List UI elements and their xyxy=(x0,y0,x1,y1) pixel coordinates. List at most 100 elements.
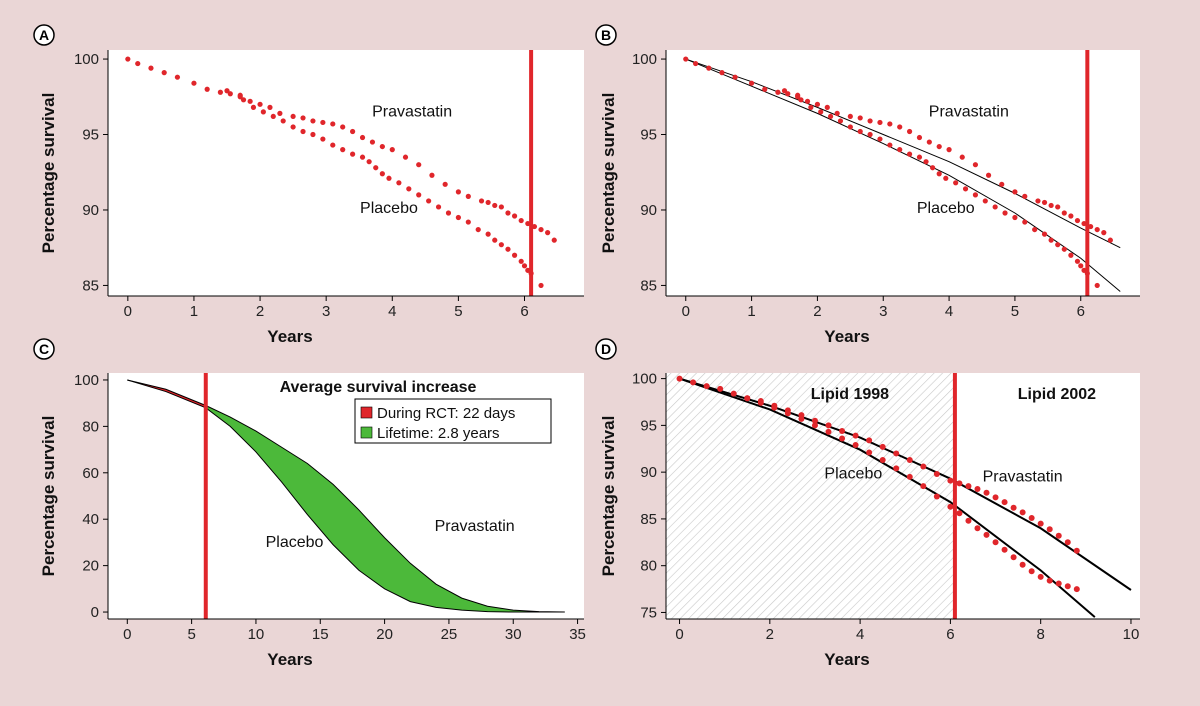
panel-b: 0 1 2 3 4 5 6 85 90 95 100 Years Percentage survival… xyxy=(595,24,1140,346)
data-point-placebo xyxy=(1074,258,1081,264)
data-point-placebo xyxy=(974,525,981,532)
data-point-pravastatin xyxy=(690,379,697,386)
data-point-pravastatin xyxy=(379,143,385,150)
data-point-pravastatin xyxy=(852,432,859,439)
x-tick-label: 0 xyxy=(682,303,690,320)
panel-badge-label: C xyxy=(39,341,49,357)
data-point-pravastatin xyxy=(350,128,356,135)
data-point-pravastatin xyxy=(1094,226,1100,233)
data-point-placebo xyxy=(906,151,913,157)
y-axis-label: Percentage survival xyxy=(39,93,58,254)
fit-line-pravastatin xyxy=(685,58,1121,249)
data-point-placebo xyxy=(538,282,544,289)
x-tick-label: 6 xyxy=(520,303,528,320)
data-point-pravastatin xyxy=(857,115,863,121)
series-annotation-placebo: Placebo xyxy=(266,534,324,551)
data-point-pravastatin xyxy=(1028,514,1035,521)
data-point-placebo xyxy=(1028,568,1035,575)
x-tick-label: 0 xyxy=(675,626,683,643)
data-point-pravastatin xyxy=(906,128,913,135)
data-point-pravastatin xyxy=(1107,237,1113,243)
data-point-pravastatin xyxy=(148,65,154,71)
data-point-placebo xyxy=(936,171,942,177)
data-point-pravastatin xyxy=(1055,204,1061,210)
data-point-pravastatin xyxy=(442,181,448,187)
data-point-pravastatin xyxy=(290,113,296,120)
data-point-placebo xyxy=(280,118,286,124)
data-point-pravastatin xyxy=(1073,547,1080,554)
data-point-placebo xyxy=(953,180,959,186)
data-point-placebo xyxy=(330,142,336,148)
x-axis-label: Years xyxy=(824,327,869,346)
data-point-placebo xyxy=(237,92,243,98)
data-point-pravastatin xyxy=(492,202,498,209)
data-point-placebo xyxy=(290,124,296,130)
data-point-placebo xyxy=(1037,573,1044,580)
x-tick-label: 4 xyxy=(945,303,953,320)
y-tick-label: 60 xyxy=(82,465,99,482)
data-point-pravastatin xyxy=(531,223,538,230)
legend-item-label: Lifetime: 2.8 years xyxy=(377,425,500,442)
data-point-placebo xyxy=(1012,214,1018,221)
data-point-pravastatin xyxy=(1019,509,1026,516)
x-tick-label: 2 xyxy=(813,303,821,320)
panel-badge-label: B xyxy=(601,27,611,43)
data-point-pravastatin xyxy=(511,213,518,219)
legend-swatch xyxy=(360,426,373,439)
series-annotation-pravastatin: Pravastatin xyxy=(435,518,515,535)
y-tick-label: 85 xyxy=(82,277,99,294)
data-point-placebo xyxy=(808,104,814,110)
data-point-pravastatin xyxy=(897,124,903,130)
data-point-pravastatin xyxy=(748,80,755,86)
data-point-pravastatin xyxy=(1001,499,1008,506)
x-tick-label: 5 xyxy=(1011,303,1019,320)
y-tick-label: 100 xyxy=(74,51,99,68)
data-point-placebo xyxy=(379,171,385,177)
data-point-pravastatin xyxy=(762,86,768,92)
series-annotation-placebo: Placebo xyxy=(360,200,418,217)
y-tick-label: 85 xyxy=(640,511,657,528)
data-point-placebo xyxy=(916,154,923,160)
data-point-placebo xyxy=(962,186,969,192)
data-point-placebo xyxy=(1041,231,1048,237)
panel-c: 0 5 10 15 20 25 30 35 0 20 40 60 80 100 Years Percentag… xyxy=(33,338,586,669)
data-point-pravastatin xyxy=(814,101,821,107)
panel-badge xyxy=(595,24,617,46)
data-point-pravastatin xyxy=(834,110,840,116)
panel-badge xyxy=(33,338,55,360)
data-point-pravastatin xyxy=(525,220,531,227)
panel-badge xyxy=(33,24,55,46)
data-point-pravastatin xyxy=(340,124,346,130)
data-point-pravastatin xyxy=(1010,504,1017,511)
data-point-pravastatin xyxy=(455,189,461,195)
data-point-pravastatin xyxy=(906,456,913,463)
y-tick-label: 85 xyxy=(640,277,657,294)
data-point-pravastatin xyxy=(161,70,167,76)
data-point-pravastatin xyxy=(983,489,990,496)
data-point-placebo xyxy=(857,128,863,135)
data-point-pravastatin xyxy=(1055,532,1062,539)
x-axis-label: Years xyxy=(267,650,312,669)
x-tick-label: 25 xyxy=(441,626,458,643)
data-point-pravastatin xyxy=(847,113,853,120)
y-tick-label: 95 xyxy=(82,127,99,144)
lifetime-gain-area xyxy=(205,405,565,613)
x-axis-label: Years xyxy=(267,327,312,346)
x-tick-label: 30 xyxy=(505,626,522,643)
data-point-pravastatin xyxy=(825,422,832,429)
data-point-placebo xyxy=(1055,242,1061,248)
data-point-pravastatin xyxy=(717,385,724,392)
data-point-placebo xyxy=(866,449,873,456)
data-point-placebo xyxy=(1001,546,1008,553)
data-point-placebo xyxy=(784,410,791,417)
data-point-placebo xyxy=(1078,263,1084,269)
data-point-placebo xyxy=(818,109,824,115)
data-point-placebo xyxy=(224,88,230,94)
data-point-placebo xyxy=(498,242,504,248)
series-annotation-placebo: Placebo xyxy=(824,466,882,483)
plot-content xyxy=(676,375,1132,618)
x-tick-label: 5 xyxy=(187,626,195,643)
data-point-pravastatin xyxy=(866,437,873,444)
data-point-placebo xyxy=(1032,226,1038,233)
data-point-placebo xyxy=(396,180,402,186)
